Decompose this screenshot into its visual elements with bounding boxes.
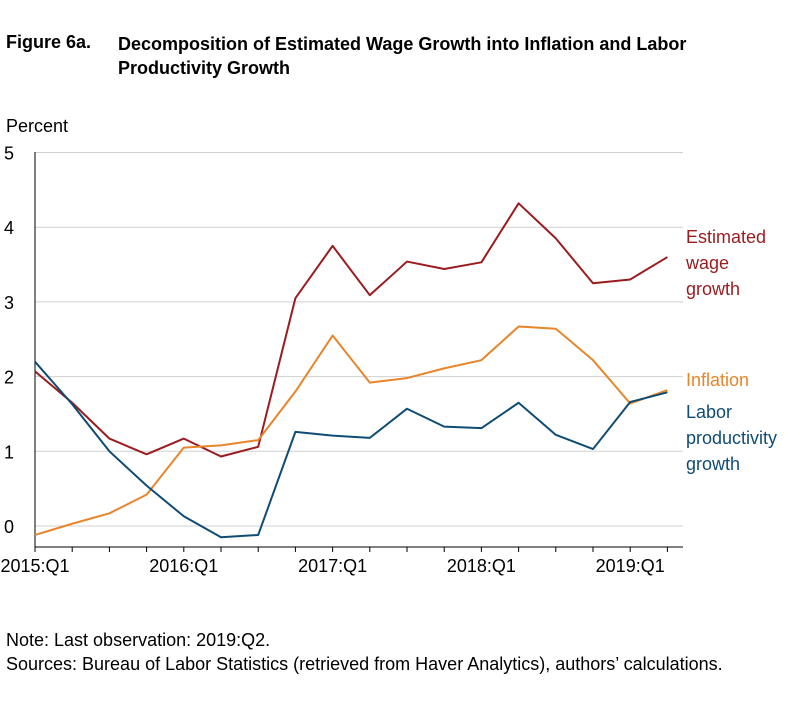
series-label-line: growth	[686, 279, 740, 299]
series-label-line: Inflation	[686, 370, 749, 390]
series-label-line: wage	[685, 253, 729, 273]
series-label-line: Estimated	[686, 227, 766, 247]
y-tick-label: 1	[4, 442, 14, 462]
x-tick-label: 2016:Q1	[149, 556, 218, 576]
series-line	[34, 361, 668, 539]
line-chart: Percent 0 1 2 3 4 5 2015:Q1 2016:Q1 2017:Q1 2018:Q…	[0, 116, 777, 576]
figure-label: Figure 6a.	[6, 32, 92, 52]
series-label-line: growth	[686, 454, 740, 474]
x-tick-label: 2019:Q1	[596, 556, 665, 576]
chart-notes: Note: Last observation: 2019:Q2. Sources…	[6, 628, 786, 676]
y-axis-label: Percent	[6, 116, 68, 136]
note-text: Note: Last observation: 2019:Q2.	[6, 630, 271, 650]
sources-text: Sources: Bureau of Labor Statistics (ret…	[6, 654, 723, 674]
series-label-line: Labor	[686, 402, 732, 422]
series-label: Labor productivity growth	[686, 402, 777, 474]
y-tick-label: 3	[4, 293, 14, 313]
y-tick-label: 5	[4, 144, 14, 164]
series-label-line: productivity	[686, 428, 777, 448]
figure-title: Decomposition of Estimated Wage Growth i…	[118, 34, 687, 78]
y-tick-label: 4	[4, 218, 14, 238]
series-line	[34, 202, 668, 458]
series-line	[34, 325, 668, 536]
y-tick-label: 0	[4, 517, 14, 537]
series-label: Inflation	[686, 370, 749, 390]
y-tick-label: 2	[4, 368, 14, 388]
x-tick-label: 2018:Q1	[447, 556, 516, 576]
x-tick-label: 2017:Q1	[298, 556, 367, 576]
series-label: Estimated wage growth	[685, 227, 766, 299]
x-tick-label: 2015:Q1	[0, 556, 69, 576]
